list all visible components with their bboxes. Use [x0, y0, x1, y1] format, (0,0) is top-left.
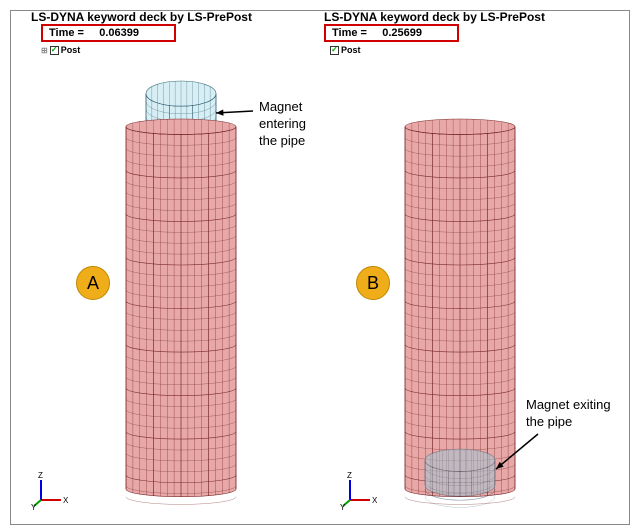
time-value-a: 0.06399 [99, 27, 139, 39]
panel-a: LS-DYNA keyword deck by LS-PrePost Time … [11, 11, 320, 524]
svg-text:X: X [372, 496, 378, 505]
scene-a: A Magnet entering the pipe X Z Y [11, 71, 320, 516]
time-box-a: Time = 0.06399 [41, 24, 176, 42]
axis-triad-b: X Z Y [340, 470, 380, 510]
badge-b: B [356, 266, 390, 300]
tree-icon: ⊞ [41, 46, 48, 55]
time-box-b: Time = 0.25699 [324, 24, 459, 42]
post-text-b: Post [341, 45, 361, 55]
header-a: LS-DYNA keyword deck by LS-PrePost [31, 10, 252, 24]
badge-a: A [76, 266, 110, 300]
annotation-b: Magnet exiting the pipe [526, 397, 611, 431]
post-label-a: ⊞ ✓ Post [41, 45, 80, 55]
svg-text:X: X [63, 496, 69, 505]
time-prefix-a: Time = [49, 27, 84, 39]
scene-b: B Magnet exiting the pipe X Z Y [320, 71, 629, 516]
checkbox-icon: ✓ [330, 46, 339, 55]
time-prefix-b: Time = [332, 27, 367, 39]
svg-text:Y: Y [31, 503, 37, 510]
post-text-a: Post [61, 45, 81, 55]
figure-frame: LS-DYNA keyword deck by LS-PrePost Time … [10, 10, 630, 525]
post-label-b: ✓ Post [330, 45, 361, 55]
svg-text:Y: Y [340, 503, 346, 510]
axis-triad-a: X Z Y [31, 470, 71, 510]
panel-b: LS-DYNA keyword deck by LS-PrePost Time … [320, 11, 629, 524]
header-b: LS-DYNA keyword deck by LS-PrePost [324, 10, 545, 24]
checkbox-icon: ✓ [50, 46, 59, 55]
time-value-b: 0.25699 [382, 27, 422, 39]
svg-text:Z: Z [347, 471, 352, 480]
svg-text:Z: Z [38, 471, 43, 480]
annotation-a: Magnet entering the pipe [259, 99, 320, 150]
